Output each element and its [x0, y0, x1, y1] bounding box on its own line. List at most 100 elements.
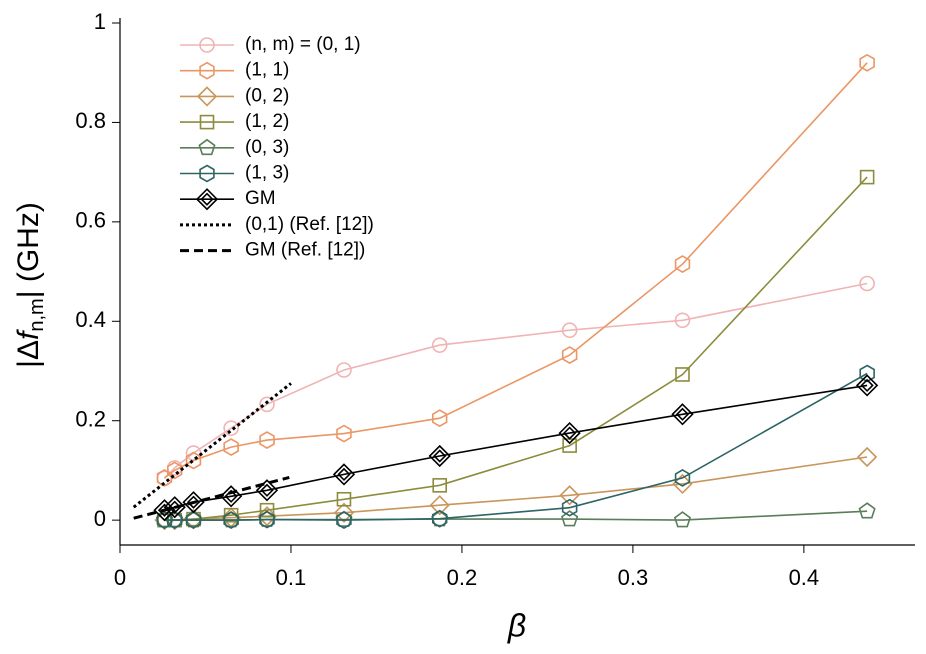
x-tick-label: 0.4 [789, 565, 820, 590]
x-tick-label: 0.3 [618, 565, 649, 590]
marker [561, 322, 578, 339]
marker [858, 502, 876, 519]
marker-inner [675, 407, 690, 421]
marker [671, 403, 694, 426]
marker [333, 502, 355, 523]
x-axis-label: β [507, 607, 526, 643]
y-label-part: |Δ [12, 340, 45, 368]
marker [199, 61, 215, 80]
legend-label: (1, 1) [245, 60, 289, 81]
marker-inner [433, 449, 447, 463]
marker [198, 138, 216, 156]
legend-label: (1, 3) [245, 163, 289, 184]
marker [558, 421, 581, 445]
marker [255, 479, 279, 502]
series-line [164, 62, 868, 479]
series-line [164, 384, 868, 511]
marker [182, 491, 205, 514]
y-tick-label: 0.6 [75, 208, 106, 233]
marker [336, 511, 352, 530]
marker [432, 478, 448, 493]
marker [223, 438, 239, 457]
marker [674, 312, 691, 329]
marker [156, 468, 173, 487]
legend-label: (0, 3) [245, 137, 289, 158]
y-label-part: | (GHz) [12, 202, 45, 298]
marker [561, 510, 579, 527]
marker [185, 511, 202, 530]
marker [223, 420, 239, 436]
marker-inner [337, 467, 351, 482]
x-tick-label: 0.1 [276, 565, 307, 590]
marker [431, 337, 448, 353]
marker-outer [182, 491, 205, 514]
marker [259, 431, 275, 450]
marker [332, 463, 356, 486]
x-tick-label: 0.2 [447, 565, 478, 590]
marker [431, 509, 448, 528]
marker [336, 424, 352, 443]
y-tick-label: 1 [94, 9, 106, 34]
marker-outer [332, 463, 356, 486]
y-tick-label: 0.2 [75, 407, 106, 432]
marker [675, 367, 690, 382]
marker [196, 86, 218, 107]
y-tick-label: 0.8 [75, 108, 106, 133]
marker [859, 364, 875, 383]
marker [428, 444, 451, 468]
marker-outer [153, 499, 176, 522]
marker-outer [219, 485, 243, 508]
y-label-part: n,m [26, 298, 48, 331]
marker-outer [428, 444, 451, 468]
marker [199, 37, 215, 53]
marker [561, 498, 578, 517]
marker [672, 473, 693, 495]
marker [259, 510, 275, 529]
marker [859, 169, 875, 185]
marker-inner [260, 483, 274, 497]
y-tick-label: 0.4 [75, 307, 106, 332]
marker [336, 491, 352, 507]
marker [859, 53, 875, 72]
y-tick-label: 0 [94, 506, 106, 531]
marker [219, 485, 243, 508]
marker-inner [562, 426, 577, 440]
marker [199, 164, 215, 183]
marker-inner [860, 378, 874, 393]
marker [259, 396, 275, 413]
marker [156, 511, 173, 530]
marker-outer [558, 421, 581, 445]
marker-outer [163, 496, 186, 519]
marker-outer [195, 188, 219, 211]
legend-label: GM (Ref. [12]) [245, 240, 365, 261]
x-tick-label: 0 [114, 565, 126, 590]
marker [195, 188, 219, 211]
reference-line [133, 475, 290, 520]
marker-outer [671, 403, 694, 426]
legend-label: (n, m) = (0, 1) [245, 34, 361, 55]
y-label-part: f [12, 329, 45, 340]
marker [674, 255, 691, 274]
reference-line [132, 382, 292, 509]
marker [673, 511, 692, 528]
marker [429, 495, 450, 516]
marker [199, 114, 215, 130]
y-axis-label: |Δfn,m| (GHz) [12, 202, 48, 368]
marker [559, 485, 580, 506]
marker-inner [224, 489, 238, 503]
marker [856, 446, 878, 468]
marker [431, 409, 448, 428]
series-line [164, 372, 868, 521]
marker [855, 374, 879, 397]
marker-outer [855, 374, 879, 397]
marker-inner [200, 192, 214, 206]
legend-label: GM [245, 188, 276, 209]
legend-label: (0, 2) [245, 85, 289, 106]
marker [674, 468, 691, 487]
marker [167, 461, 183, 480]
marker [223, 511, 239, 530]
marker [561, 346, 578, 365]
series-line [163, 282, 868, 479]
marker [336, 362, 352, 378]
